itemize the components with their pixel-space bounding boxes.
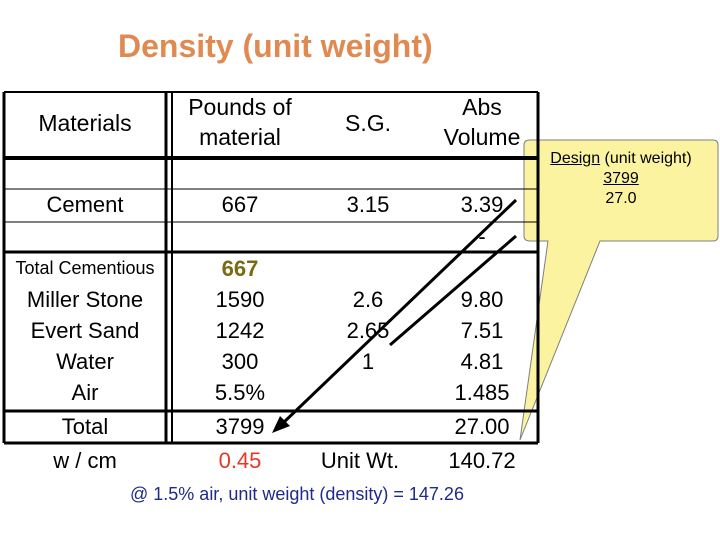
cell-abs-water: 4.81	[460, 348, 504, 374]
callout-shape	[519, 139, 719, 441]
callout-line3: 27.0	[605, 190, 637, 207]
unit-wt-label: Unit Wt.	[320, 447, 400, 473]
header-pounds-line1: Pounds of	[188, 94, 292, 121]
callout-unit-weight-label: (unit weight)	[600, 150, 692, 167]
cell-material-cement: Cement	[46, 191, 124, 217]
cell-abs-blank: -	[478, 223, 486, 249]
callout-text: Design (unit weight) 3799 27.0	[525, 149, 717, 209]
cell-pounds-air: 5.5%	[214, 379, 266, 405]
cell-abs-miller-stone: 9.80	[460, 286, 504, 312]
cell-abs-air: 1.485	[454, 379, 510, 405]
cell-sg-miller-stone: 2.6	[352, 286, 384, 312]
callout-weight-value: 3799	[603, 170, 639, 187]
wcm-value: 0.45	[218, 447, 262, 473]
cell-material-total-cementious: Total Cementious	[15, 258, 155, 279]
callout-line1: Design (unit weight)	[525, 149, 717, 169]
density-footnote: @ 1.5% air, unit weight (density) = 147.…	[130, 484, 464, 504]
header-sg: S.G.	[344, 110, 391, 137]
cell-pounds-water: 300	[221, 348, 259, 374]
cell-pounds-total: 3799	[215, 413, 265, 439]
cell-sg-cement: 3.15	[346, 191, 390, 217]
cell-sg-evert-sand: 2.65	[346, 317, 390, 343]
cell-abs-cement: 3.39	[460, 191, 504, 217]
callout-line2: 3799	[525, 169, 717, 189]
wcm-label: w / cm	[53, 447, 117, 473]
cell-abs-evert-sand: 7.51	[460, 317, 504, 343]
header-abs-line2: Volume	[443, 124, 521, 151]
header-materials: Materials	[38, 110, 132, 137]
cell-material-evert-sand: Evert Sand	[30, 317, 140, 343]
cell-material-air: Air	[71, 379, 99, 405]
callout-design-label: Design	[550, 150, 601, 167]
slide-title: Density (unit weight)	[118, 28, 433, 64]
header-pounds-line2: material	[199, 124, 281, 151]
cell-abs-total: 27.00	[454, 413, 510, 439]
unit-wt-value: 140.72	[448, 447, 516, 473]
header-abs-line1: Abs	[462, 94, 502, 121]
cell-pounds-evert-sand: 1242	[215, 317, 265, 343]
cell-material-miller-stone: Miller Stone	[26, 286, 144, 312]
cell-material-total: Total	[61, 413, 109, 439]
cell-pounds-cement: 667	[221, 191, 259, 217]
cell-sg-water: 1	[361, 348, 375, 374]
cell-pounds-total-cementious: 667	[221, 255, 259, 281]
cell-pounds-miller-stone: 1590	[215, 286, 265, 312]
cell-material-water: Water	[56, 348, 114, 374]
